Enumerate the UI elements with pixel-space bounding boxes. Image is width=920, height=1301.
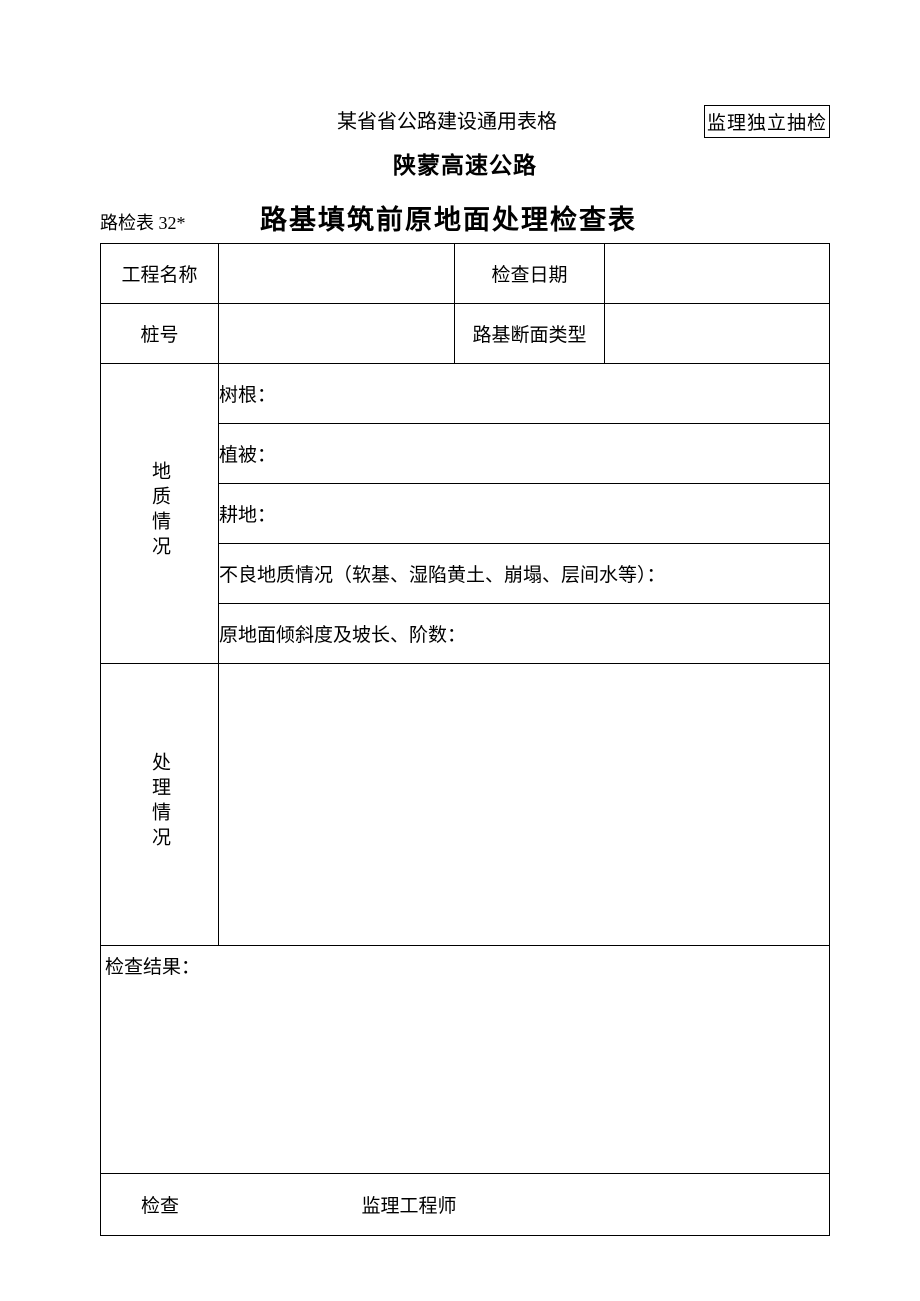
main-title: 路基填筑前原地面处理检查表 <box>260 198 637 237</box>
label-result[interactable]: 检查结果： <box>101 946 830 1174</box>
subtitle: 陕蒙高速公路 <box>100 146 830 180</box>
inspection-table: 工程名称 检查日期 桩号 路基断面类型 地质情况 树根： 植被： 耕地： 不良地… <box>100 243 830 1236</box>
table-row: 处理情况 <box>101 664 830 946</box>
value-pile-number[interactable] <box>219 304 455 364</box>
table-row: 检查结果： <box>101 946 830 1174</box>
signature-row: 检查 监理工程师 <box>101 1174 830 1236</box>
label-supervisor: 监理工程师 <box>219 1191 829 1218</box>
value-section-type[interactable] <box>605 304 830 364</box>
geo-root[interactable]: 树根： <box>219 364 830 424</box>
table-row: 工程名称 检查日期 <box>101 244 830 304</box>
table-row: 地质情况 树根： <box>101 364 830 424</box>
form-code: 路检表 32* <box>100 209 260 235</box>
geo-slope[interactable]: 原地面倾斜度及坡长、阶数： <box>219 604 830 664</box>
geo-vegetation[interactable]: 植被： <box>219 424 830 484</box>
value-check-date[interactable] <box>605 244 830 304</box>
label-project-name: 工程名称 <box>101 244 219 304</box>
table-row: 桩号 路基断面类型 <box>101 304 830 364</box>
value-project-name[interactable] <box>219 244 455 304</box>
label-section-type: 路基断面类型 <box>455 304 605 364</box>
org-title: 某省省公路建设通用表格 <box>100 105 704 134</box>
table-row: 检查 监理工程师 <box>101 1174 830 1236</box>
geo-farmland[interactable]: 耕地： <box>219 484 830 544</box>
label-pile-number: 桩号 <box>101 304 219 364</box>
geo-bad-condition[interactable]: 不良地质情况（软基、湿陷黄土、崩塌、层间水等）： <box>219 544 830 604</box>
label-check-date: 检查日期 <box>455 244 605 304</box>
badge-supervision: 监理独立抽检 <box>704 105 830 138</box>
label-process: 处理情况 <box>101 664 219 946</box>
label-checker: 检查 <box>101 1191 219 1218</box>
label-geology: 地质情况 <box>101 364 219 664</box>
value-process[interactable] <box>219 664 830 946</box>
